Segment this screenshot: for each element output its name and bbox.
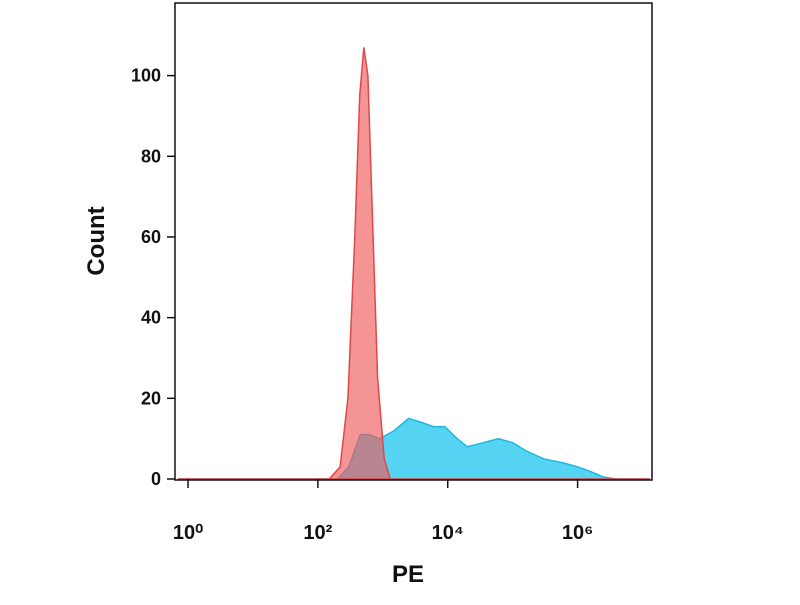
plot-marks xyxy=(178,47,650,480)
area xyxy=(178,47,650,480)
x-axis-label: PE xyxy=(392,561,424,588)
y-tick-label: 60 xyxy=(141,227,161,247)
x-tick-label: 10² xyxy=(303,522,332,544)
y-tick-label: 20 xyxy=(141,388,161,408)
x-tick-label: 10⁶ xyxy=(562,522,593,544)
y-tick-label: 100 xyxy=(131,66,161,86)
y-tick-label: 80 xyxy=(141,146,161,166)
x-tick-label: 10⁴ xyxy=(432,522,464,544)
plot-frame xyxy=(174,2,653,481)
y-tick-label: 0 xyxy=(151,469,161,489)
x-tick-label: 10⁰ xyxy=(173,522,203,544)
y-tick-label: 40 xyxy=(141,308,161,328)
area xyxy=(178,417,650,480)
y-axis-label: Count xyxy=(83,206,110,275)
